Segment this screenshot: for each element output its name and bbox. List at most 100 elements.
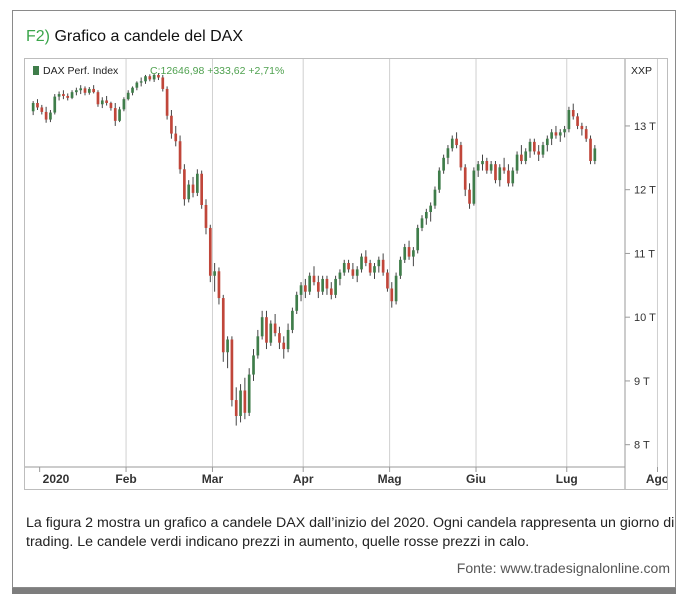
candle-down: [265, 310, 268, 350]
candle-down: [316, 275, 320, 299]
candle-body: [243, 390, 247, 413]
figure-caption: La figura 2 mostra un grafico a candele …: [26, 515, 675, 550]
y-tick-label: 10 T: [634, 312, 656, 324]
candle-down: [208, 224, 212, 283]
candle-body: [528, 141, 532, 152]
candle-down: [325, 275, 329, 295]
candle-up: [550, 129, 553, 146]
candle-body: [429, 205, 432, 212]
candle-body: [593, 148, 597, 161]
candle-body: [416, 227, 420, 251]
candle-up: [433, 186, 437, 209]
figure-title: F2) Grafico a candele del DAX: [26, 28, 243, 46]
candle-body: [66, 95, 70, 98]
candle-body: [507, 170, 510, 184]
y-tick-label: 11 T: [634, 248, 655, 260]
candle-up: [342, 259, 346, 276]
candle-body: [49, 112, 52, 120]
candle-down: [304, 278, 307, 299]
candle-body: [191, 184, 195, 193]
candle-body: [282, 342, 286, 350]
candle-up: [152, 73, 156, 82]
candle-body: [157, 74, 160, 78]
candle-up: [394, 272, 398, 305]
candle-body: [407, 247, 411, 257]
axis-corner-label: XXP: [631, 65, 652, 77]
candle-body: [520, 154, 523, 161]
candle-body: [196, 173, 199, 193]
candle-body: [165, 88, 169, 116]
candle-down: [113, 102, 117, 126]
candle-body: [433, 189, 437, 206]
candle-up: [213, 263, 216, 292]
candle-body: [342, 263, 346, 273]
candle-body: [299, 285, 303, 295]
candle-body: [399, 259, 402, 276]
candle-body: [494, 164, 497, 181]
candle-down: [507, 164, 510, 187]
candle-up: [412, 247, 415, 267]
candle-body: [269, 323, 273, 343]
candle-body: [291, 310, 294, 330]
candle-body: [412, 250, 415, 257]
candle-body: [537, 151, 541, 155]
candle-body: [234, 400, 238, 416]
candle-body: [53, 96, 57, 113]
candle-up: [256, 329, 260, 359]
candle-up: [57, 91, 61, 101]
candle-down: [520, 145, 523, 165]
candle-body: [44, 111, 48, 120]
candle-body: [347, 263, 350, 270]
candle-down: [278, 326, 281, 350]
candle-down: [364, 250, 368, 267]
candle-up: [75, 87, 78, 96]
candle-body: [468, 189, 471, 204]
candle-body: [554, 132, 558, 136]
candle-body: [558, 132, 562, 136]
candle-up: [252, 349, 255, 381]
candle-body: [239, 390, 242, 416]
candle-up: [489, 161, 493, 174]
candle-body: [511, 170, 515, 184]
candle-down: [554, 125, 558, 139]
candle-down: [157, 73, 160, 81]
candle-down: [83, 86, 87, 96]
candle-up: [118, 106, 121, 123]
candle-body: [424, 212, 428, 219]
candle-body: [87, 88, 91, 93]
candle-body: [368, 263, 372, 273]
candle-down: [96, 90, 100, 107]
candle-up: [416, 224, 420, 254]
candle-body: [278, 333, 281, 343]
candle-body: [485, 161, 489, 171]
candle-down: [105, 95, 108, 106]
candle-down: [459, 141, 463, 171]
candle-down: [571, 103, 575, 120]
candle-body: [36, 102, 39, 108]
candle-down: [165, 86, 169, 120]
candle-body: [79, 88, 83, 91]
candle-down: [109, 101, 113, 111]
candle-body: [260, 317, 264, 337]
candle-down: [178, 135, 182, 174]
candle-body: [576, 116, 579, 126]
candle-body: [131, 87, 134, 93]
candle-body: [286, 329, 290, 350]
candle-down: [230, 336, 234, 407]
candle-body: [247, 374, 251, 413]
candle-down: [390, 282, 394, 308]
candle-up: [373, 263, 376, 279]
x-axis-ticks: 2020 Feb Mar Apr Mag Giu Lug Ago: [39, 467, 669, 486]
candle-down: [455, 132, 458, 149]
candle-down: [183, 164, 186, 206]
x-tick-label: Feb: [115, 472, 136, 486]
candle-body: [476, 164, 480, 171]
candle-down: [584, 125, 588, 142]
candle-body: [403, 247, 407, 260]
candle-down: [485, 157, 489, 174]
candle-up: [446, 145, 450, 165]
candle-body: [455, 138, 458, 146]
candle-body: [204, 204, 208, 228]
candle-body: [122, 99, 126, 110]
candle-up: [135, 81, 139, 91]
